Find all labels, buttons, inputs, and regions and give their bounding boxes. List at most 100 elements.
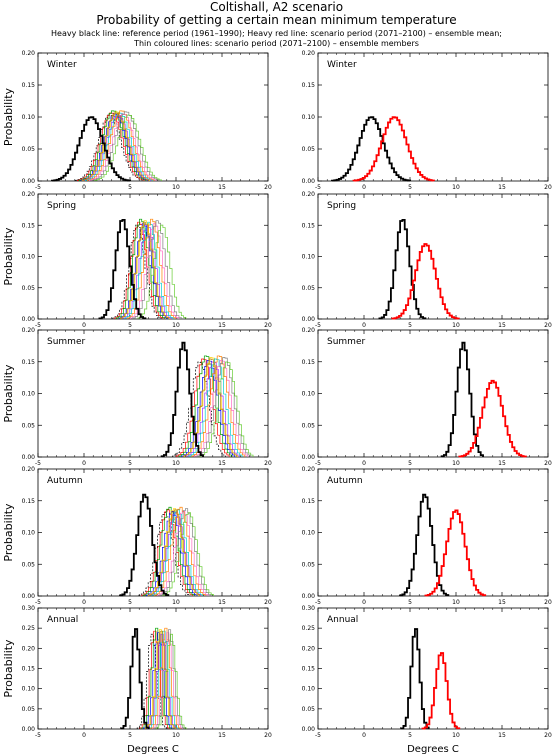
y-tick-label: 0.20 bbox=[302, 191, 316, 198]
reference-series-line bbox=[399, 493, 450, 597]
y-tick-label: 0.05 bbox=[302, 285, 316, 292]
panel-title: Winter bbox=[327, 60, 357, 70]
member-series-line bbox=[162, 512, 214, 596]
x-tick-label: 5 bbox=[408, 184, 412, 191]
member-series-line bbox=[186, 361, 240, 457]
member-series-line bbox=[148, 509, 201, 596]
y-tick-label: 0.15 bbox=[302, 666, 316, 673]
chart-panel-spring-right: -5 0 5 10 15 20 0.00 0.05 0.10 0.15 0.20 Spring bbox=[302, 191, 552, 329]
chart-panel-autumn-left: -5 0 5 10 15 20 0.00 0.05 0.10 0.15 0.20 Autumn Prob… bbox=[2, 466, 272, 606]
member-series-line bbox=[141, 509, 193, 596]
plot-frame bbox=[317, 607, 549, 730]
chart-panel-winter-left: -5 0 5 10 15 20 0.00 0.05 0.10 0.15 0.20 Winter Prob… bbox=[2, 50, 272, 191]
x-tick-label: 0 bbox=[362, 599, 366, 606]
panel-title: Summer bbox=[327, 337, 365, 347]
member-series-line bbox=[148, 630, 180, 729]
y-tick-label: 0.00 bbox=[302, 316, 316, 323]
member-series-line bbox=[114, 221, 164, 319]
y-tick-label: 0.25 bbox=[22, 625, 36, 632]
panel-title: Spring bbox=[327, 201, 356, 211]
x-tick-label: 20 bbox=[544, 460, 552, 467]
y-tick-label: 0.10 bbox=[22, 391, 36, 398]
chart-panel-spring-left: -5 0 5 10 15 20 0.00 0.05 0.10 0.15 0.20 Spring Prob… bbox=[2, 191, 272, 329]
x-tick-label: 15 bbox=[218, 732, 226, 739]
x-tick-label: -5 bbox=[315, 184, 321, 191]
y-tick-label: 0.10 bbox=[22, 530, 36, 537]
x-tick-label: 20 bbox=[264, 322, 272, 329]
member-series-line bbox=[122, 224, 172, 319]
member-series-line bbox=[91, 111, 160, 181]
ensemble-mean-series-line bbox=[421, 652, 461, 730]
reference-series-line bbox=[440, 341, 484, 458]
y-tick-label: 0.20 bbox=[22, 50, 36, 57]
y-tick-label: 0.10 bbox=[302, 391, 316, 398]
x-tick-label: 15 bbox=[498, 460, 506, 467]
x-tick-label: 10 bbox=[172, 599, 180, 606]
x-tick-label: 10 bbox=[172, 184, 180, 191]
y-tick-label: 0.00 bbox=[302, 178, 316, 185]
y-tick-label: 0.10 bbox=[22, 114, 36, 121]
x-tick-label: 5 bbox=[408, 732, 412, 739]
reference-series-line bbox=[51, 116, 132, 182]
x-tick-label: -5 bbox=[35, 732, 41, 739]
x-tick-label: -5 bbox=[35, 460, 41, 467]
member-series-line bbox=[137, 224, 187, 319]
member-series-line bbox=[127, 218, 177, 319]
y-axis-label: Probability bbox=[2, 364, 15, 423]
x-tick-label: 20 bbox=[264, 732, 272, 739]
chart-panel-summer-left: -5 0 5 10 15 20 0.00 0.05 0.10 0.15 0.20 Summer Prob… bbox=[2, 327, 272, 467]
y-tick-label: 0.10 bbox=[302, 254, 316, 261]
y-tick-label: 0.20 bbox=[302, 50, 316, 57]
x-tick-label: 0 bbox=[82, 184, 86, 191]
y-tick-label: 0.20 bbox=[22, 645, 36, 652]
x-tick-label: 10 bbox=[452, 599, 460, 606]
x-tick-label: 10 bbox=[172, 460, 180, 467]
x-tick-label: 0 bbox=[82, 599, 86, 606]
y-tick-label: 0.15 bbox=[22, 82, 36, 89]
reference-series-line bbox=[378, 218, 427, 320]
y-tick-label: 0.20 bbox=[22, 327, 36, 334]
plot-frame bbox=[317, 329, 549, 458]
y-tick-label: 0.00 bbox=[22, 593, 36, 600]
member-series-line bbox=[132, 220, 182, 319]
x-tick-label: 15 bbox=[218, 184, 226, 191]
x-tick-label: 15 bbox=[498, 732, 506, 739]
panel-title: Autumn bbox=[327, 476, 363, 486]
x-tick-label: 5 bbox=[128, 184, 132, 191]
x-tick-label: 20 bbox=[544, 732, 552, 739]
x-tick-label: 0 bbox=[362, 184, 366, 191]
y-tick-label: 0.00 bbox=[302, 593, 316, 600]
ensemble-mean-series-line bbox=[458, 379, 527, 458]
chart-panel-annual-right: -5 0 5 10 15 20 0.00 0.05 0.10 0.15 0.20 0.25 0.30 An… bbox=[302, 605, 552, 755]
y-tick-label: 0.15 bbox=[302, 359, 316, 366]
x-tick-label: 5 bbox=[128, 732, 132, 739]
member-series-line bbox=[157, 510, 209, 596]
y-tick-label: 0.05 bbox=[302, 146, 316, 153]
member-series-line bbox=[178, 355, 233, 457]
member-series-line bbox=[151, 509, 203, 596]
member-series-line bbox=[156, 633, 187, 729]
reference-series-line bbox=[120, 628, 150, 730]
reference-series-line bbox=[119, 493, 170, 597]
chart-panel-summer-right: -5 0 5 10 15 20 0.00 0.05 0.10 0.15 0.20 Summer bbox=[302, 327, 552, 467]
y-tick-label: 0.00 bbox=[302, 726, 316, 733]
x-tick-label: 5 bbox=[408, 599, 412, 606]
x-tick-label: 0 bbox=[82, 322, 86, 329]
member-series-line bbox=[124, 221, 174, 319]
member-series-line bbox=[116, 218, 166, 319]
chart-panel-autumn-right: -5 0 5 10 15 20 0.00 0.05 0.10 0.15 0.20 Autumn bbox=[302, 466, 552, 606]
x-axis-label: Degrees C bbox=[407, 744, 459, 755]
x-tick-label: 20 bbox=[544, 322, 552, 329]
ensemble-mean-series-line bbox=[424, 509, 487, 597]
reference-series-line bbox=[160, 341, 204, 458]
reference-series-line bbox=[400, 628, 430, 730]
x-tick-label: -5 bbox=[315, 322, 321, 329]
x-tick-label: 0 bbox=[362, 732, 366, 739]
y-tick-label: 0.15 bbox=[22, 498, 36, 505]
x-tick-label: 15 bbox=[218, 460, 226, 467]
member-series-line bbox=[191, 355, 246, 457]
member-series-line bbox=[150, 627, 182, 729]
x-tick-label: 20 bbox=[264, 599, 272, 606]
y-tick-label: 0.05 bbox=[22, 706, 36, 713]
